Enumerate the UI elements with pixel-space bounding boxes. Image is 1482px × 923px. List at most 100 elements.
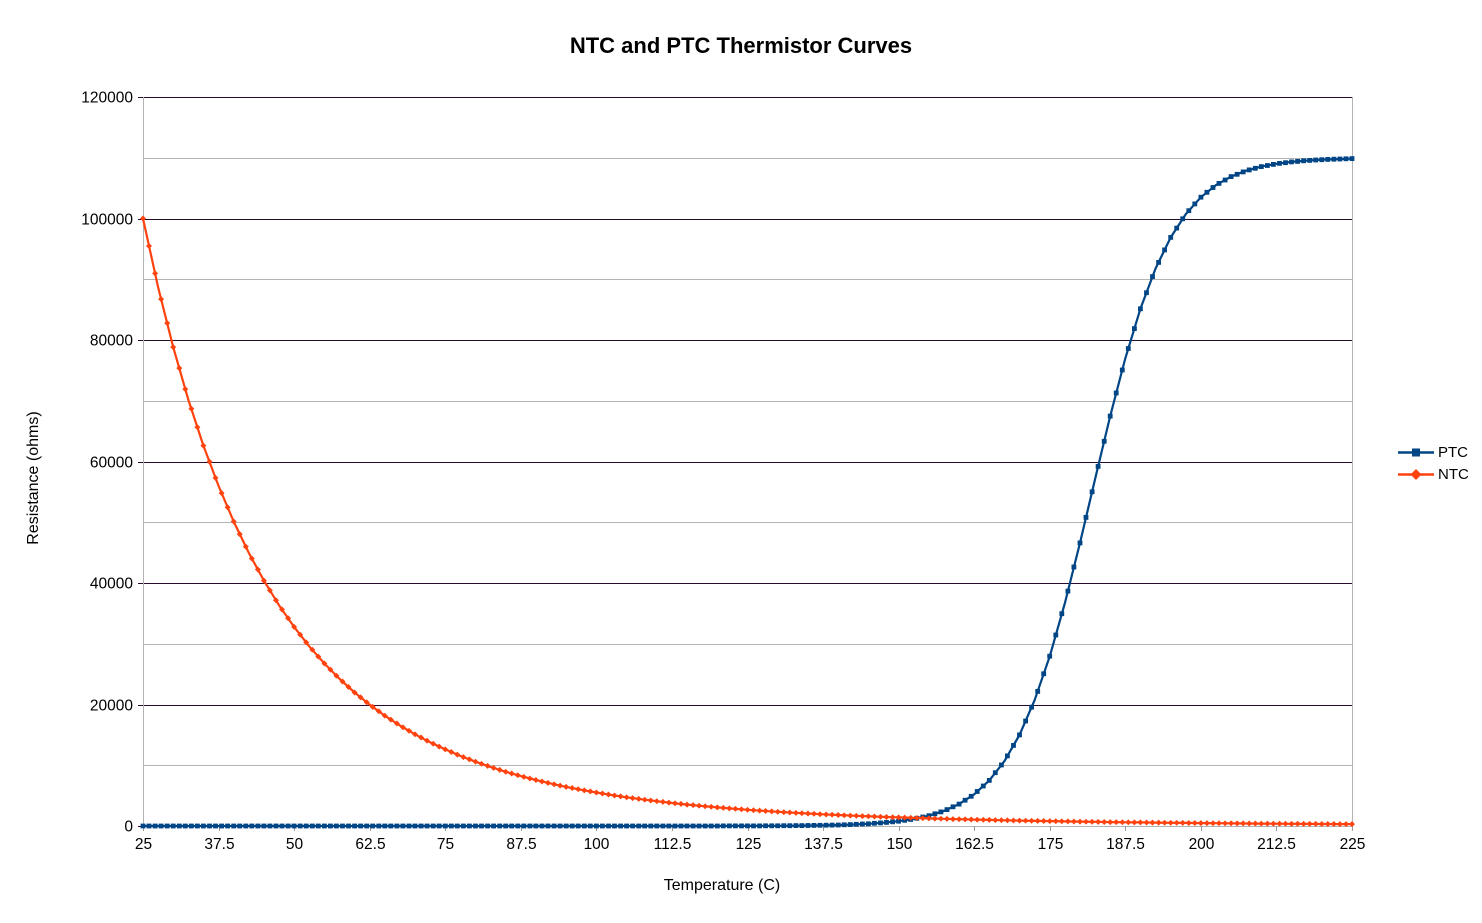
ptc-marker: [1192, 201, 1198, 207]
ptc-marker: [152, 823, 158, 829]
ntc-marker: [1203, 820, 1210, 827]
ptc-marker: [751, 823, 756, 829]
ptc-marker: [1156, 260, 1161, 265]
ptc-marker: [1035, 689, 1041, 694]
ptc-marker: [720, 823, 726, 829]
ptc-marker: [829, 822, 835, 828]
ptc-marker: [636, 823, 642, 829]
ptc-marker: [1265, 163, 1270, 168]
ptc-marker: [1011, 743, 1016, 748]
ptc-marker: [1252, 165, 1258, 171]
ptc-marker: [1325, 157, 1331, 162]
ntc-marker: [460, 754, 467, 761]
ptc-marker: [1240, 169, 1246, 175]
ntc-marker: [907, 814, 914, 821]
x-tick-label: 75: [437, 836, 454, 853]
ntc-marker: [140, 215, 146, 222]
ptc-marker: [521, 823, 527, 829]
ntc-marker: [1052, 818, 1059, 825]
ptc-marker: [811, 823, 817, 828]
ptc-marker: [442, 823, 448, 829]
ptc-marker: [1289, 159, 1294, 165]
ptc-marker: [189, 823, 194, 829]
ptc-marker: [479, 823, 484, 829]
ntc-marker: [774, 808, 781, 815]
x-tick-label: 25: [135, 836, 152, 853]
ptc-marker: [847, 822, 853, 827]
ptc-marker: [201, 823, 206, 829]
ptc-marker: [690, 823, 696, 829]
ptc-marker: [1271, 162, 1276, 167]
ptc-marker: [394, 823, 400, 829]
ptc-marker: [237, 823, 243, 829]
ptc-marker: [944, 807, 950, 812]
ntc-marker: [508, 770, 515, 777]
ptc-marker: [485, 823, 490, 829]
ptc-marker: [545, 823, 551, 829]
ntc-marker: [780, 809, 787, 816]
ntc-marker: [248, 555, 255, 562]
ptc-marker: [1246, 167, 1252, 173]
ptc-marker: [1234, 171, 1240, 177]
ptc-marker: [1101, 438, 1107, 444]
ntc-marker: [1173, 819, 1180, 826]
ptc-marker: [932, 811, 938, 817]
y-tick-label: 80000: [90, 333, 133, 350]
ptc-marker: [974, 789, 980, 794]
ptc-marker: [1132, 326, 1137, 331]
ntc-marker: [514, 772, 521, 779]
ntc-marker: [720, 804, 727, 811]
ptc-marker: [642, 823, 648, 829]
ptc-marker: [309, 823, 315, 829]
ptc-marker: [176, 823, 182, 829]
ptc-marker: [1125, 346, 1131, 351]
ptc-marker: [866, 821, 871, 827]
x-tick-label: 125: [736, 836, 762, 853]
ntc-marker: [1125, 819, 1132, 826]
ntc-marker: [1300, 820, 1307, 827]
ptc-marker: [146, 823, 152, 829]
ptc-marker: [358, 823, 363, 829]
ntc-marker: [1276, 820, 1283, 827]
ntc-curve: [141, 218, 1352, 826]
ntc-marker: [212, 474, 219, 481]
ntc-marker: [944, 815, 950, 822]
y-axis-title: Resistance (ohms): [25, 411, 42, 545]
ntc-marker: [726, 805, 733, 812]
ptc-marker: [587, 823, 593, 829]
ntc-marker: [937, 815, 944, 822]
ptc-marker: [1107, 413, 1113, 419]
ntc-marker: [895, 814, 902, 821]
y-tick-label: 100000: [81, 212, 133, 229]
ntc-marker: [526, 775, 533, 782]
ntc-marker: [1034, 817, 1041, 824]
ntc-marker: [242, 543, 249, 550]
ptc-marker: [1150, 274, 1155, 279]
ntc-marker: [817, 811, 823, 818]
ntc-marker: [702, 803, 709, 810]
ntc-marker: [1046, 818, 1053, 825]
ntc-marker: [557, 782, 564, 789]
ntc-marker: [786, 809, 793, 816]
ntc-marker: [847, 812, 854, 819]
ntc-marker: [1179, 819, 1186, 826]
ptc-legend-marker-icon: [1398, 448, 1434, 456]
ptc-marker: [757, 823, 762, 829]
ptc-marker: [557, 823, 563, 829]
ptc-marker: [503, 823, 509, 829]
ptc-marker: [267, 823, 273, 829]
ptc-marker: [793, 823, 799, 828]
ntc-marker: [1101, 819, 1108, 825]
ntc-marker: [950, 816, 956, 823]
ntc-marker: [792, 809, 799, 816]
ntc-marker: [581, 787, 588, 794]
ntc-marker: [224, 504, 231, 511]
ntc-marker: [889, 814, 896, 821]
ptc-marker: [775, 823, 781, 829]
ntc-marker: [387, 716, 394, 723]
ptc-curve: [143, 157, 1353, 828]
ntc-marker: [1028, 817, 1035, 824]
ptc-marker: [569, 823, 575, 829]
ntc-marker: [1258, 820, 1265, 827]
ntc-marker: [1113, 819, 1120, 826]
